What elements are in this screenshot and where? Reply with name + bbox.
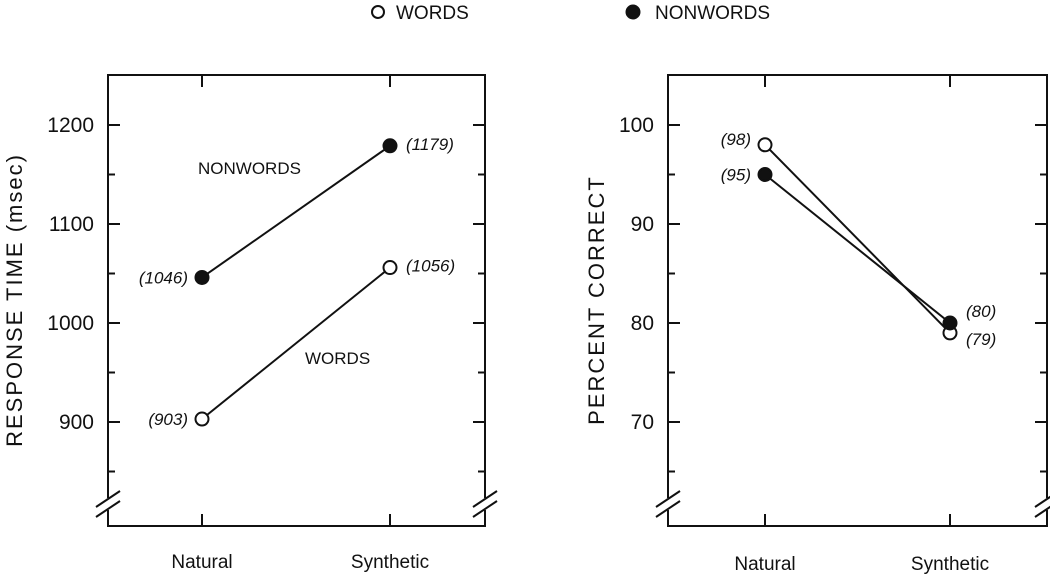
y-axis-label: RESPONSE TIME (msec) (2, 153, 27, 447)
axis-break-mark (1034, 505, 1050, 518)
data-point-nonwords (942, 315, 958, 331)
y-axis-label: PERCENT CORRECT (584, 175, 609, 425)
axis-break-mark (95, 490, 121, 508)
data-point-words (194, 411, 210, 427)
series-line-words (764, 144, 951, 334)
legend-words-label: WORDS (396, 3, 469, 24)
data-point-nonwords (194, 269, 210, 285)
x-category-label: Synthetic (351, 552, 429, 573)
y-tick-label: 900 (59, 411, 94, 434)
data-label: (903) (148, 410, 188, 429)
x-category-label: Synthetic (911, 554, 989, 575)
axis-break-mark (655, 500, 681, 518)
data-point-words (382, 260, 398, 276)
axis-break-mark (1034, 495, 1050, 508)
data-label: (1179) (406, 135, 454, 154)
y-tick-label: 100 (619, 114, 654, 137)
axis-break-mark (95, 500, 121, 518)
legend-words-marker (371, 5, 385, 19)
plot-frame (667, 74, 1048, 527)
series-line-nonwords (764, 173, 951, 324)
data-label: (98) (721, 130, 751, 149)
series-line-words (201, 266, 391, 420)
data-label: (79) (966, 330, 996, 349)
data-label: (1046) (139, 268, 188, 287)
y-tick-label: 80 (631, 312, 654, 335)
data-label: (80) (966, 302, 996, 321)
data-point-words (757, 137, 773, 153)
axis-break-mark (472, 490, 498, 508)
y-tick-label: 1000 (47, 312, 94, 335)
series-line-nonwords (201, 144, 391, 279)
series-label-words: WORDS (305, 349, 370, 368)
legend: WORDS NONWORDS (371, 3, 770, 24)
data-point-nonwords (757, 167, 773, 182)
percent-correct-chart: PERCENT CORRECT 70 80 90 100 Natural Syntheti… (584, 74, 1050, 575)
legend-nonwords-label: NONWORDS (655, 3, 770, 24)
y-tick-label: 1100 (49, 213, 94, 236)
axis-break-gap (1041, 498, 1050, 510)
legend-nonwords-marker (625, 4, 641, 20)
response-time-chart: RESPONSE TIME (msec) 900 1000 1100 1200 Natu… (2, 74, 498, 573)
y-tick-label: 90 (631, 213, 654, 236)
data-label: (1056) (406, 257, 455, 276)
axis-break-mark (655, 490, 681, 508)
data-label: (95) (721, 166, 751, 185)
y-tick-label: 1200 (47, 114, 94, 137)
plot-frame (107, 74, 486, 527)
series-label-nonwords: NONWORDS (198, 159, 301, 178)
axis-break-mark (472, 500, 498, 518)
y-tick-label: 70 (631, 411, 654, 434)
x-category-label: Natural (171, 552, 232, 573)
x-category-label: Natural (734, 554, 795, 575)
data-point-nonwords (382, 138, 398, 154)
